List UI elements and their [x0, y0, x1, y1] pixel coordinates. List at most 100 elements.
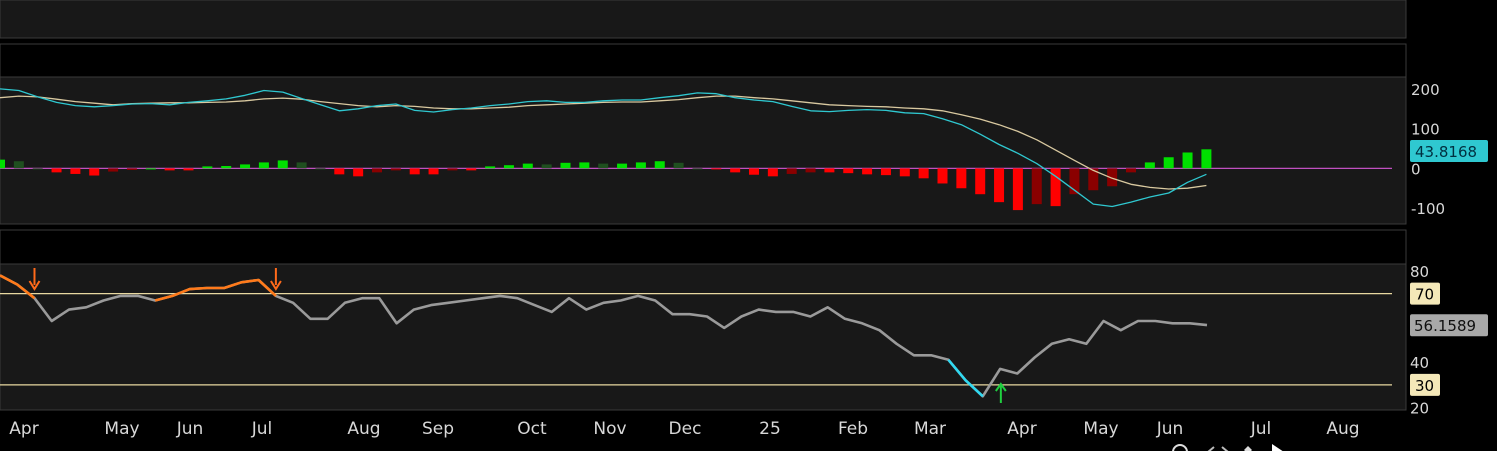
histogram-bar	[240, 164, 251, 169]
y-axis: 200 100 0 -100 43.8168 80 40 20 70 30 56.1589	[1410, 81, 1488, 418]
histogram-bar	[503, 165, 514, 169]
histogram-bar	[749, 168, 759, 175]
histogram-bar	[1201, 149, 1212, 169]
histogram-bar	[635, 162, 646, 169]
macd-panel-header	[0, 43, 1407, 78]
zoom-icon[interactable]	[1172, 444, 1188, 451]
bottom-toolbar[interactable]	[1172, 444, 1284, 451]
down-arrow-icon	[270, 268, 282, 291]
histogram-bar	[89, 168, 100, 176]
macd-panel[interactable]	[0, 76, 1407, 225]
histogram-bar	[805, 168, 816, 173]
histogram-bar	[673, 162, 684, 169]
x-axis-label: Jun	[176, 419, 204, 439]
overbought-flag	[1410, 282, 1440, 305]
x-axis-label: May	[104, 419, 139, 439]
down-arrow-head	[28, 280, 41, 291]
histogram-bar	[994, 168, 1005, 203]
up-arrow-icon	[995, 382, 1007, 403]
x-axis-label: Nov	[593, 419, 626, 439]
scroll-right-icon[interactable]	[1221, 446, 1229, 451]
histogram-bar	[13, 161, 24, 169]
histogram-bar	[145, 168, 156, 170]
x-axis-label: Aug	[347, 419, 380, 439]
rsi-overbought-segment	[0, 274, 36, 300]
x-axis-label: Aug	[1326, 419, 1359, 439]
histogram-bar	[315, 168, 326, 170]
x-axis[interactable]: Apr May Jun Jul Aug Sep Oct Nov Dec 25 Feb Mar Apr Ma…	[9, 419, 1359, 439]
x-axis-label: Mar	[914, 419, 946, 439]
histogram-bar	[258, 162, 269, 169]
rsi-y-tick-label: 40	[1410, 354, 1429, 372]
oversold-flag-text: 30	[1415, 377, 1434, 395]
histogram-bar	[1069, 168, 1080, 195]
overbought-flag-text: 70	[1415, 286, 1434, 304]
signal-line	[0, 95, 1207, 190]
histogram-bar	[579, 162, 590, 169]
histogram-bar	[1126, 168, 1136, 173]
histogram-bar	[32, 168, 43, 170]
down-arrow-head	[270, 280, 282, 291]
play-icon[interactable]	[1272, 444, 1284, 451]
histogram-bar	[428, 168, 439, 175]
x-axis-label: Feb	[838, 419, 868, 439]
histogram-bar	[654, 161, 665, 169]
histogram-bar	[843, 168, 854, 174]
up-arrow-head	[995, 382, 1007, 392]
x-axis-label: Apr	[1007, 419, 1036, 439]
histogram-bar	[108, 168, 119, 172]
down-arrow-icon	[28, 268, 41, 291]
macd-y-tick-label: 100	[1411, 121, 1440, 139]
histogram-bar	[1050, 168, 1061, 207]
histogram-bar	[221, 165, 232, 169]
histogram-bar	[1144, 162, 1155, 169]
histogram-bar	[334, 168, 345, 175]
histogram-bar	[466, 168, 477, 171]
rsi-oversold-segment	[947, 358, 984, 398]
macd-value-flag-text: 43.8168	[1415, 143, 1477, 161]
x-axis-label: 25	[759, 419, 781, 439]
histogram-bar	[824, 168, 835, 173]
price-panel	[0, 0, 1407, 39]
pan-icon[interactable]	[1244, 446, 1252, 451]
rsi-panel[interactable]	[0, 263, 1407, 411]
macd-value-flag	[1410, 139, 1488, 162]
macd-y-tick-label: -100	[1411, 200, 1445, 218]
histogram-bar	[862, 168, 873, 175]
histogram-bar	[183, 168, 194, 171]
rsi-overbought-segment	[154, 278, 277, 302]
histogram-bar	[296, 162, 307, 169]
rsi-layer	[0, 268, 1392, 403]
histogram-bar	[899, 168, 910, 177]
histogram-bar	[541, 164, 552, 169]
x-axis-label: Jul	[1250, 419, 1272, 439]
histogram-bar	[918, 168, 929, 179]
histogram-bar	[711, 168, 722, 170]
macd-line	[0, 88, 1207, 208]
rsi-y-tick-label: 80	[1410, 263, 1429, 281]
histogram-bar	[390, 168, 401, 171]
x-axis-label: Apr	[9, 419, 38, 439]
histogram-bar	[730, 168, 741, 173]
rsi-panel-header	[0, 229, 1407, 265]
histogram-bar	[786, 168, 797, 174]
histogram-bar	[447, 168, 458, 171]
x-axis-label: Oct	[517, 419, 547, 439]
histogram-bar	[956, 168, 967, 189]
macd-y-tick-label: 0	[1411, 160, 1421, 178]
rsi-value-flag	[1410, 314, 1488, 337]
histogram-bar	[975, 168, 986, 195]
histogram-bar	[522, 163, 533, 169]
rsi-value-flag-text: 56.1589	[1414, 317, 1476, 335]
histogram-bar	[409, 168, 420, 175]
histogram-bar	[617, 163, 628, 169]
scroll-left-icon[interactable]	[1207, 446, 1215, 451]
histogram-bar	[1088, 168, 1099, 191]
histogram-bar	[51, 168, 62, 173]
x-axis-label: Jul	[251, 419, 273, 439]
histogram-bar	[353, 168, 364, 177]
rsi-y-tick-label: 20	[1410, 400, 1429, 418]
histogram-bar	[598, 163, 609, 169]
x-axis-label: May	[1083, 419, 1118, 439]
